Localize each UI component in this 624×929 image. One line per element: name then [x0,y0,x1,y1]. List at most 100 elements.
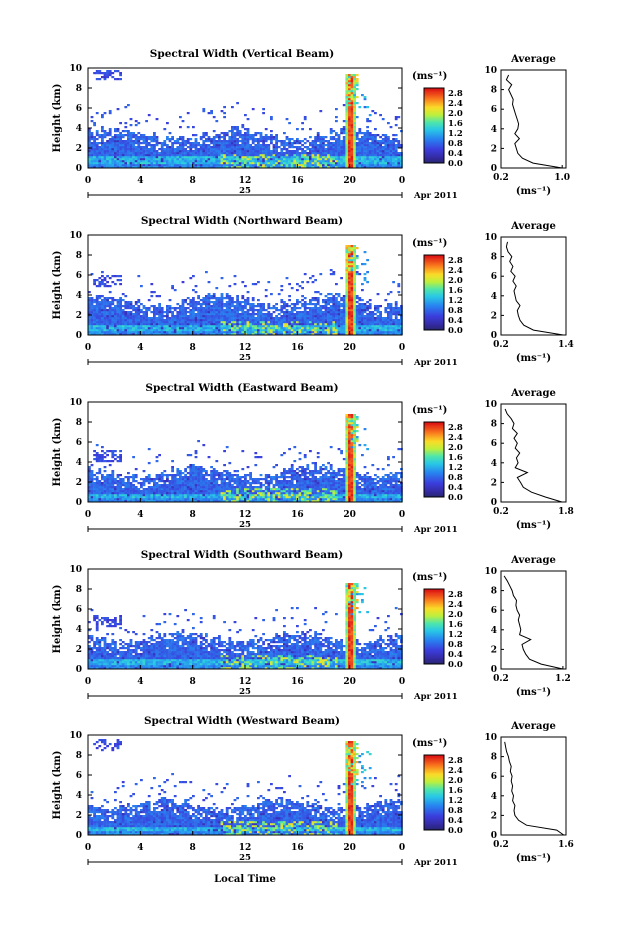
heatmap-cell [381,154,385,157]
heatmap-cell [400,319,403,322]
heatmap-cell [397,319,401,322]
heatmap-cell [379,142,382,145]
heatmap-cell [179,116,182,119]
heatmap-cell [324,307,328,310]
heatmap-cell [389,317,393,320]
heatmap-cell [134,311,138,314]
heatmap-cell [342,132,346,135]
heatmap-cell [215,154,219,157]
heatmap-cell [101,494,104,497]
heatmap-cell [381,134,385,137]
heatmap-cell [324,333,328,336]
heatmap-cell [366,158,369,161]
heatmap-cell [129,315,133,318]
heatmap-cell [116,108,120,111]
heatmap-cell [129,327,133,330]
heatmap-cell [166,152,169,155]
heatmap-cell [309,321,312,324]
heatmap-cell [285,331,289,334]
heatmap-cell [384,325,388,328]
heatmap-cell [210,321,213,324]
heatmap-cell [114,148,117,151]
heatmap-cell [340,164,343,167]
colorbar-tick-label: 2.0 [448,109,463,119]
heatmap-cell [251,311,255,314]
heatmap-cell [283,162,286,165]
heatmap-cell [228,299,232,302]
heatmap-cell [199,156,203,159]
heatmap-cell [205,156,208,159]
heatmap-cell [280,301,284,304]
heatmap-cell [210,164,213,167]
heatmap-cell [101,496,104,499]
colorbar-tick-label: 0.0 [448,159,463,169]
heatmap-cell [137,140,141,143]
heatmap-cell [202,325,206,328]
heatmap-cell [394,331,398,334]
heatmap-cell [103,76,107,79]
heatmap-cell [127,323,130,326]
heatmap-cell [249,331,252,334]
heatmap-cell [168,160,172,163]
heatmap-cell [236,138,239,141]
heatmap-cell [103,317,107,320]
heatmap-cell [88,128,91,131]
heatmap-cell [332,154,336,157]
heatmap-cell [353,271,356,274]
heatmap-cell [101,156,104,159]
heatmap-cell [103,313,107,316]
heatmap-cell [361,327,364,330]
heatmap-cell [106,132,109,135]
heatmap-cell [332,327,336,330]
heatmap-cell [337,325,341,328]
heatmap-cell [332,315,336,318]
heatmap-cell [283,311,286,314]
colorbar-segment [424,93,444,95]
heatmap-cell [95,444,99,447]
heatmap-cell [319,309,323,312]
heatmap-cell [93,486,96,489]
heatmap-cell [285,156,289,159]
heatmap-cell [238,160,242,163]
heatmap-cell [111,144,115,147]
heatmap-cell [189,331,193,334]
heatmap-cell [350,118,354,121]
heatmap-cell [155,142,159,145]
heatmap-cell [345,321,349,324]
heatmap-cell [145,158,148,161]
heatmap-cell [316,146,320,149]
heatmap-cell [337,305,341,308]
heatmap-cell [350,285,354,288]
heatmap-cell [158,333,161,336]
heatmap-cell [88,134,91,137]
heatmap-cell [316,150,320,153]
heatmap-cell [306,323,310,326]
heatmap-cell [348,100,351,103]
heatmap-cell [223,327,226,330]
heatmap-cell [207,309,211,312]
heatmap-cell [301,323,304,326]
heatmap-cell [103,160,107,163]
heatmap-cell [205,307,208,310]
heatmap-cell [181,323,185,326]
heatmap-cell [350,309,354,312]
heatmap-cell [322,142,325,145]
heatmap-cell [249,164,252,167]
heatmap-cell [379,166,382,169]
heatmap-cell [311,319,315,322]
heatmap-cell [340,166,343,169]
heatmap-cell [137,327,141,330]
heatmap-cell [342,136,346,139]
heatmap-cell [127,476,130,479]
heatmap-cell [95,458,99,461]
heatmap-cell [280,315,284,318]
heatmap-cell [275,166,278,169]
heatmap-cell [233,307,237,310]
heatmap-cell [337,295,341,298]
heatmap-cell [95,496,99,499]
heatmap-cell [101,114,104,117]
heatmap-cell [374,162,377,165]
heatmap-cell [119,275,122,278]
heatmap-cell [397,283,401,286]
heatmap-cell [259,150,263,153]
